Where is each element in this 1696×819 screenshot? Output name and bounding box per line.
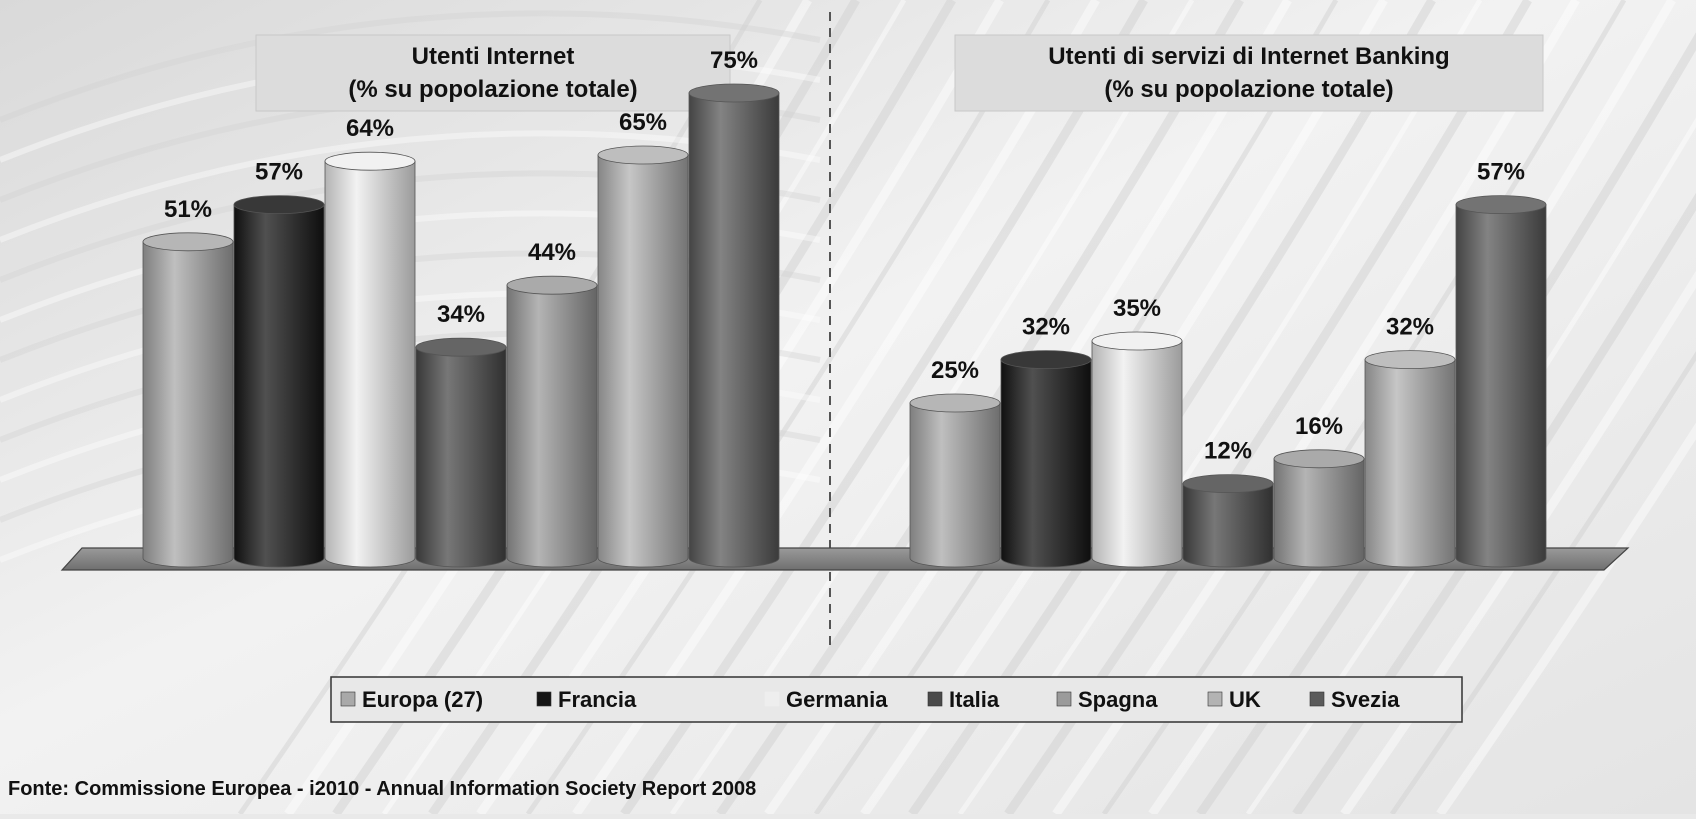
bar-svezia: 57% <box>1455 159 1547 568</box>
chart-1-title: Utenti Internet <box>412 43 575 70</box>
legend-swatch <box>340 691 356 707</box>
data-label: 16% <box>1295 413 1343 440</box>
legend-label: Germania <box>786 687 888 712</box>
bar-body <box>1000 359 1092 568</box>
bar-spagna: 16% <box>1273 413 1365 568</box>
background-streak <box>0 10 821 123</box>
legend-items: Europa (27) Francia Germania Italia Spagna UK… <box>340 687 1400 712</box>
bar-top <box>415 337 507 357</box>
bar-francia: 57% <box>233 159 325 568</box>
bar-body <box>688 92 780 568</box>
bar-italia: 34% <box>415 301 507 568</box>
legend-item: Francia <box>536 687 637 712</box>
data-label: 75% <box>710 47 758 74</box>
legend-swatch <box>764 691 780 707</box>
bar-top <box>1000 350 1092 370</box>
bar-top <box>1364 350 1456 370</box>
bar-svezia: 75% <box>688 47 780 568</box>
legend: Europa (27) Francia Germania Italia Spagna UK… <box>330 676 1463 723</box>
data-label: 35% <box>1113 295 1161 322</box>
legend-item: UK <box>1207 687 1261 712</box>
chart-2-bars: 25% 32% 35% 12% 16% 32% 57% <box>909 159 1547 568</box>
legend-swatch <box>536 691 552 707</box>
panel-2-title-box: Utenti di servizi di Internet Banking (%… <box>954 34 1544 112</box>
bar-top <box>142 232 234 252</box>
data-label: 34% <box>437 301 485 328</box>
chart-1-bars: 51% 57% 64% 34% 44% 65% 75% <box>142 47 780 568</box>
data-label: 65% <box>619 109 667 136</box>
data-label: 32% <box>1386 314 1434 341</box>
bar-top <box>1091 331 1183 351</box>
legend-item: Europa (27) <box>340 687 483 712</box>
bar-body <box>1273 458 1365 568</box>
legend-label: UK <box>1229 687 1261 712</box>
data-label: 12% <box>1204 438 1252 465</box>
legend-swatch <box>1056 691 1072 707</box>
data-label: 44% <box>528 239 576 266</box>
legend-item: Italia <box>927 687 1000 712</box>
bar-top <box>597 145 689 165</box>
bar-body <box>506 284 598 568</box>
bar-body <box>1364 359 1456 568</box>
bar-top <box>1182 474 1274 494</box>
background-streak <box>1436 422 1696 817</box>
bar-body <box>1455 204 1547 568</box>
legend-swatch <box>1309 691 1325 707</box>
data-label: 64% <box>346 115 394 142</box>
title-box-bg <box>255 34 731 112</box>
data-label: 51% <box>164 196 212 223</box>
bar-body <box>142 241 234 568</box>
legend-item: Germania <box>764 687 888 712</box>
bar-top <box>688 83 780 103</box>
background-streak <box>1389 351 1696 816</box>
data-label: 25% <box>931 357 979 384</box>
data-label: 32% <box>1022 314 1070 341</box>
bar-top <box>324 151 416 171</box>
legend-label: Spagna <box>1078 687 1158 712</box>
chart-2-title: Utenti di servizi di Internet Banking <box>1048 43 1449 70</box>
legend-label: Italia <box>949 687 1000 712</box>
source-note: Fonte: Commissione Europea - i2010 - Ann… <box>8 778 756 800</box>
bar-uk: 65% <box>597 109 689 568</box>
legend-label: Francia <box>558 687 637 712</box>
bar-top <box>233 195 325 215</box>
bar-germania: 64% <box>324 115 416 568</box>
bar-top <box>1455 195 1547 215</box>
legend-swatch <box>1207 691 1223 707</box>
bar-top <box>506 275 598 295</box>
bar-top <box>1273 449 1365 469</box>
bar-body <box>233 204 325 568</box>
legend-item: Svezia <box>1309 687 1400 712</box>
title-box-bg <box>954 34 1544 112</box>
bar-body <box>909 402 1001 568</box>
bar-body <box>597 154 689 568</box>
bar-uk: 32% <box>1364 314 1456 568</box>
legend-box <box>330 676 1463 723</box>
legend-label: Svezia <box>1331 687 1400 712</box>
bar-body <box>1182 483 1274 568</box>
bar-body <box>1091 340 1183 568</box>
legend-swatch <box>927 691 943 707</box>
bar-spagna: 44% <box>506 239 598 568</box>
bar-top <box>909 393 1001 413</box>
bar-germania: 35% <box>1091 295 1183 568</box>
chart-1-subtitle: (% su popolazione totale) <box>348 76 637 103</box>
bar-body <box>415 346 507 568</box>
bar-body <box>324 160 416 568</box>
data-label: 57% <box>1477 159 1525 186</box>
chart-2-subtitle: (% su popolazione totale) <box>1104 76 1393 103</box>
bar-europa-27: 51% <box>142 196 234 568</box>
bar-europa-27: 25% <box>909 357 1001 568</box>
bar-italia: 12% <box>1182 438 1274 568</box>
data-label: 57% <box>255 159 303 186</box>
legend-label: Europa (27) <box>362 687 483 712</box>
panel-1-title-box: Utenti Internet (% su popolazione totale… <box>255 34 731 112</box>
bar-francia: 32% <box>1000 314 1092 568</box>
legend-item: Spagna <box>1056 687 1158 712</box>
